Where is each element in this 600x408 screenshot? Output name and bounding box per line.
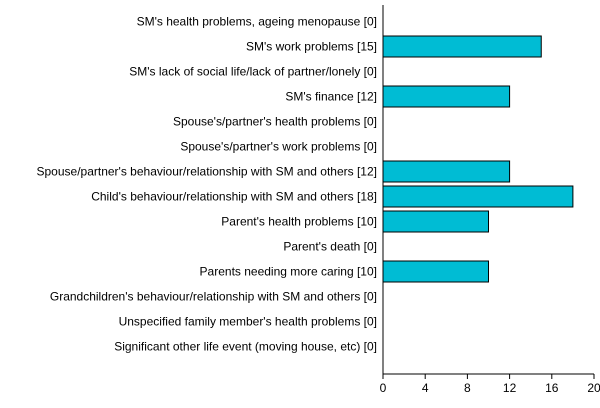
category-label: Spouse/partner's behaviour/relationship … — [37, 165, 378, 179]
category-label: Parents needing more caring [10] — [200, 265, 377, 279]
category-label: SM's work problems [15] — [246, 40, 377, 54]
category-labels: SM's health problems, ageing menopause [… — [37, 15, 378, 354]
x-tick-label: 20 — [587, 381, 600, 395]
category-label: Spouse's/partner's work problems [0] — [180, 140, 377, 154]
x-tick-label: 16 — [545, 381, 559, 395]
category-label: Parent's health problems [10] — [221, 215, 377, 229]
category-label: SM's lack of social life/lack of partner… — [129, 65, 377, 79]
bars-group — [382, 35, 574, 283]
bar — [382, 160, 511, 183]
bar — [382, 35, 542, 58]
category-label: Unspecified family member's health probl… — [119, 315, 377, 329]
bar — [382, 210, 489, 233]
category-label: Spouse's/partner's health problems [0] — [173, 115, 377, 129]
bar — [382, 260, 489, 283]
bar — [382, 85, 511, 108]
category-label: Child's behaviour/relationship with SM a… — [91, 190, 377, 204]
x-tick-label: 0 — [380, 381, 387, 395]
x-tick-label: 4 — [422, 381, 429, 395]
x-tick-label: 8 — [464, 381, 471, 395]
category-label: Significant other life event (moving hou… — [114, 340, 377, 354]
category-label: Parent's death [0] — [283, 240, 377, 254]
x-tick-label: 12 — [503, 381, 517, 395]
category-label: SM's finance [12] — [285, 90, 377, 104]
bar — [382, 185, 574, 208]
category-label: Grandchildren's behaviour/relationship w… — [50, 290, 377, 304]
x-axis-ticks: 0 4 8 12 16 20 — [380, 374, 600, 395]
category-label: SM's health problems, ageing menopause [… — [137, 15, 377, 29]
